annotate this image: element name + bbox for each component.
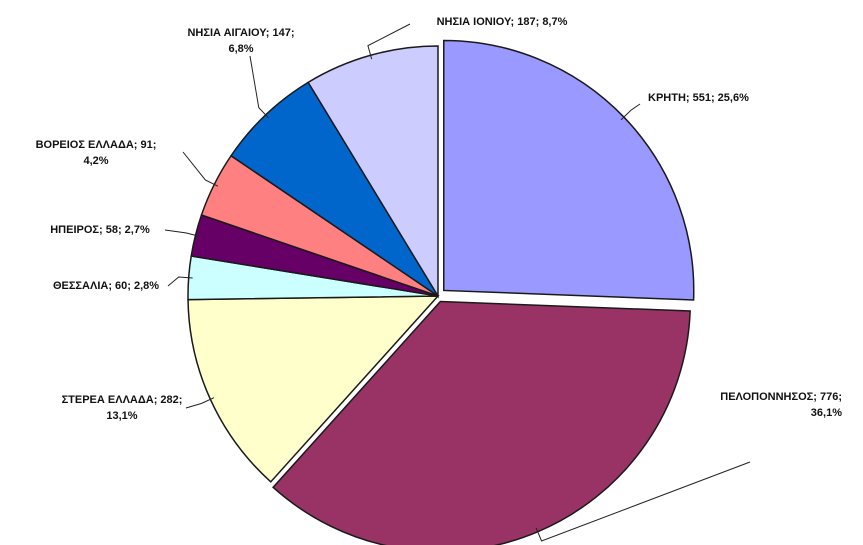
data-label-line: ΣΤΕΡΕΑ ΕΛΛΑΔΑ; 282; [62,394,183,406]
leader-line [535,461,751,542]
leader-line [620,103,641,121]
data-label-line: ΝΗΣΙΑ ΙΟΝΙΟΥ; 187; 8,7% [437,16,568,28]
data-label-line: 6,8% [228,43,253,55]
data-label-line: ΝΗΣΙΑ ΑΙΓΑΙΟΥ; 147; [187,27,294,39]
data-label: ΒΟΡΕΙΟΣ ΕΛΛΑΔΑ; 91; 4,2% [36,139,157,167]
pie-slice [443,39,695,301]
leader-line [249,55,269,119]
data-label: ΝΗΣΙΑ ΙΟΝΙΟΥ; 187; 8,7% [437,16,568,28]
leader-line [367,23,411,60]
data-label-line: 13,1% [106,410,137,422]
data-label-line: ΘΕΣΣΑΛΙΑ; 60; 2,8% [53,280,159,292]
data-label: ΣΤΕΡΕΑ ΕΛΛΑΔΑ; 282; 13,1% [62,394,183,422]
data-label-line: ΠΕΛΟΠΟΝΝΗΣΟΣ; 776; [720,391,842,403]
leader-line [185,397,215,409]
data-label: ΘΕΣΣΑΛΙΑ; 60; 2,8% [53,280,159,292]
data-label: ΚΡΗΤΗ; 551; 25,6% [648,92,749,104]
leader-line [164,229,200,237]
leader-line [182,151,219,187]
data-label: ΗΠΕΙΡΟΣ; 58; 2,7% [50,224,150,236]
data-label-line: ΚΡΗΤΗ; 551; 25,6% [648,92,749,104]
data-label-line: ΗΠΕΙΡΟΣ; 58; 2,7% [50,224,150,236]
data-label-line: 4,2% [83,155,108,167]
pie-slices [187,39,695,545]
data-label: ΠΕΛΟΠΟΝΝΗΣΟΣ; 776; 36,1% [720,391,842,419]
data-label-line: ΒΟΡΕΙΟΣ ΕΛΛΑΔΑ; 91; [36,139,157,151]
leader-line [167,276,193,287]
data-label-line: 36,1% [811,407,842,419]
data-labels: ΚΡΗΤΗ; 551; 25,6% ΠΕΛΟΠΟΝΝΗΣΟΣ; 776; 36,1%… [36,16,843,422]
data-label: ΝΗΣΙΑ ΑΙΓΑΙΟΥ; 147; 6,8% [187,27,294,55]
leader-lines [164,23,751,542]
